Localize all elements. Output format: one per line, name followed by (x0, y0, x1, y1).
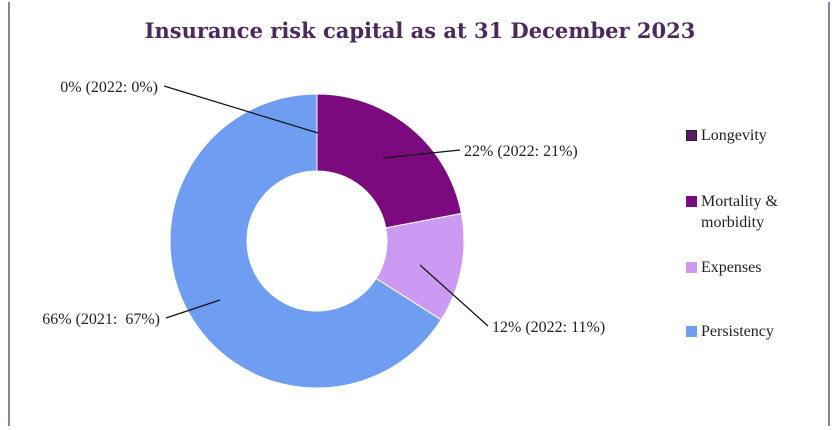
legend-label-mortality-morbidity: Mortality & morbidity (701, 193, 778, 231)
data-label-mortality-morbidity: 22% (2022: 21%) (464, 143, 578, 160)
chart-frame (8, 2, 830, 426)
data-label-expenses: 12% (2022: 11%) (492, 319, 605, 336)
leader-line-mortality-morbidity (382, 149, 461, 159)
slice-persistency (169, 93, 442, 389)
legend-swatch-mortality-morbidity (686, 196, 697, 207)
legend-item-longevity: Longevity (686, 125, 836, 146)
legend-item-mortality-morbidity: Mortality & morbidity (686, 191, 836, 233)
leader-line-persistency (165, 299, 221, 319)
leader-line-expenses (419, 264, 489, 327)
chart-title: Insurance risk capital as at 31 December… (144, 18, 696, 43)
legend-item-expenses: Expenses (686, 257, 836, 278)
legend-label-longevity: Longevity (701, 127, 767, 144)
legend-swatch-longevity (686, 130, 697, 141)
legend-label-expenses: Expenses (701, 259, 762, 276)
legend-label-persistency: Persistency (701, 323, 774, 340)
legend-swatch-persistency (686, 326, 697, 337)
data-label-persistency: 66% (2021: 67%) (42, 311, 160, 328)
leader-line-longevity (163, 85, 319, 134)
data-label-longevity: 0% (2022: 0%) (60, 79, 158, 96)
legend-swatch-expenses (686, 262, 697, 273)
legend-item-persistency: Persistency (686, 321, 836, 342)
slice-mortality-morbidity (316, 93, 462, 229)
